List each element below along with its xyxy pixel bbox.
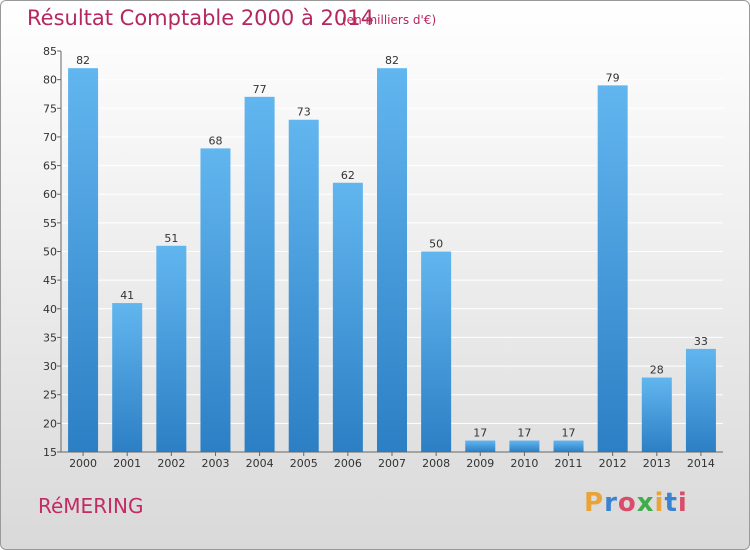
logo-letter: P <box>584 488 605 518</box>
chart-subtitle: (en milliers d'€) <box>342 13 437 27</box>
bar <box>200 148 231 452</box>
logo-letter: o <box>617 488 637 518</box>
y-tick-label: 35 <box>43 331 57 344</box>
bar <box>685 348 716 452</box>
x-tick-label: 2008 <box>422 457 450 470</box>
data-label: 17 <box>562 427 576 440</box>
x-tick-label: 2001 <box>113 457 141 470</box>
x-tick-label: 2007 <box>378 457 406 470</box>
y-tick-label: 85 <box>43 45 57 58</box>
y-tick-label: 80 <box>43 74 57 87</box>
x-tick-label: 2003 <box>201 457 229 470</box>
x-tick-label: 2010 <box>510 457 538 470</box>
data-label: 62 <box>341 169 355 182</box>
x-tick-label: 2004 <box>246 457 274 470</box>
bar <box>68 68 99 452</box>
bar <box>377 68 407 452</box>
commune-name: RéMERING <box>38 494 144 518</box>
bar <box>509 440 540 452</box>
data-label: 82 <box>385 54 399 67</box>
labels: 15 20 25 30 35 40 45 50 55 60 65 70 75 80 85 82 2000 41 20… <box>43 45 715 470</box>
logo-letter: r <box>604 488 618 518</box>
data-label: 79 <box>606 71 620 84</box>
bar <box>332 182 363 452</box>
x-tick-label: 2005 <box>290 457 318 470</box>
x-tick-label: 2002 <box>157 457 185 470</box>
data-label: 51 <box>164 232 178 245</box>
y-tick-label: 50 <box>43 246 57 259</box>
y-tick-label: 60 <box>43 188 57 201</box>
data-label: 17 <box>517 427 531 440</box>
data-label: 77 <box>253 83 267 96</box>
bar <box>597 85 628 452</box>
data-label: 33 <box>694 335 708 348</box>
chart-title: Résultat Comptable 2000 à 2014 <box>27 6 374 30</box>
data-label: 50 <box>429 238 443 251</box>
bar <box>641 377 672 452</box>
y-tick-label: 40 <box>43 303 57 316</box>
x-tick-label: 2014 <box>687 457 715 470</box>
bar <box>465 440 496 452</box>
y-tick-label: 30 <box>43 360 57 373</box>
x-tick-label: 2000 <box>69 457 97 470</box>
y-tick-label: 20 <box>43 417 57 430</box>
data-label: 73 <box>297 106 311 119</box>
bar <box>553 440 584 452</box>
bar <box>288 119 319 452</box>
x-tick-label: 2013 <box>643 457 671 470</box>
y-tick-label: 75 <box>43 102 57 115</box>
logo-letter: i <box>677 488 688 518</box>
y-tick-label: 70 <box>43 131 57 144</box>
y-tick-label: 65 <box>43 160 57 173</box>
bar <box>244 96 275 452</box>
data-label: 68 <box>208 134 222 147</box>
x-tick-label: 2009 <box>466 457 494 470</box>
axes <box>57 50 723 456</box>
x-tick-label: 2011 <box>555 457 583 470</box>
x-tick-label: 2006 <box>334 457 362 470</box>
logo-letter: t <box>664 488 678 518</box>
y-tick-label: 15 <box>43 446 57 459</box>
bar <box>421 251 452 452</box>
x-tick-label: 2012 <box>599 457 627 470</box>
bars <box>68 68 716 452</box>
y-tick-label: 25 <box>43 389 57 402</box>
y-tick-label: 45 <box>43 274 57 287</box>
logo-letter: i <box>654 488 665 518</box>
data-label: 41 <box>120 289 134 302</box>
data-label: 28 <box>650 364 664 377</box>
logo-letter: x <box>636 488 655 518</box>
bar <box>156 245 187 452</box>
y-tick-label: 55 <box>43 217 57 230</box>
data-label: 82 <box>76 54 90 67</box>
bar <box>112 303 143 452</box>
proxiti-logo: Proxiti <box>584 488 688 518</box>
data-label: 17 <box>473 427 487 440</box>
